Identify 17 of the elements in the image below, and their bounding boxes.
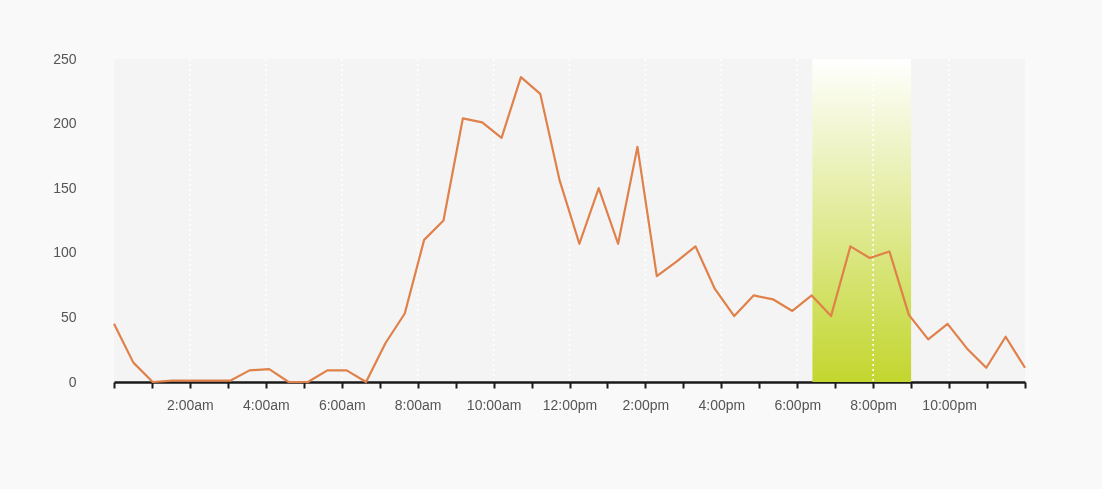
x-tick-label: 8:00am [394,396,442,413]
x-tick-label: 2:00pm [622,396,670,413]
x-tick-label: 10:00am [466,396,522,413]
x-tick-label: 4:00am [242,396,290,413]
x-tick-label: 4:00pm [698,396,746,413]
y-tick-label: 250 [53,50,77,67]
y-tick-label: 50 [60,308,77,325]
x-tick-label: 2:00am [167,396,214,413]
y-tick-label: 200 [53,115,77,132]
x-tick-label: 6:00pm [774,396,822,413]
y-tick-label: 150 [53,179,77,196]
y-tick-label: 0 [68,373,77,390]
y-tick-label: 100 [53,244,77,261]
x-tick-label: 10:00pm [922,396,977,413]
x-tick-label: 8:00pm [850,396,898,413]
x-tick-label: 6:00am [318,396,366,413]
x-tick-label: 12:00pm [542,396,598,413]
